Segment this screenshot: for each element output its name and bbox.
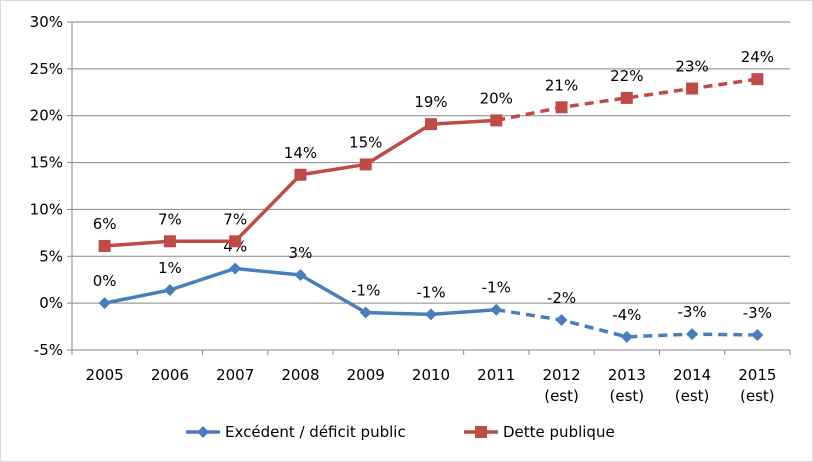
data-point-square	[294, 168, 307, 181]
data-point-diamond	[163, 284, 176, 297]
data-label: -3%	[677, 303, 706, 321]
data-label: -1%	[416, 283, 445, 301]
data-point-diamond	[686, 328, 699, 341]
data-point-square	[555, 101, 568, 114]
data-point-diamond	[555, 314, 568, 327]
y-tick-label: 15%	[30, 154, 63, 172]
y-tick-label: 10%	[30, 200, 63, 218]
x-tick-label: 2009	[347, 366, 385, 384]
data-label: 23%	[675, 58, 708, 76]
x-tick-label: 2005	[86, 366, 124, 384]
data-label: 19%	[414, 93, 447, 111]
x-tick-label: 2011	[477, 366, 515, 384]
x-tick-label: (est)	[544, 387, 579, 405]
data-point-diamond	[425, 308, 437, 321]
x-tick-label: (est)	[675, 387, 710, 405]
y-tick-label: 5%	[39, 247, 63, 265]
y-tick-label: -5%	[34, 341, 63, 359]
x-tick-label: 2015	[738, 366, 776, 384]
data-label: -1%	[351, 282, 380, 300]
data-point-square	[359, 158, 372, 171]
data-point-diamond	[620, 330, 633, 343]
x-tick-label: 2007	[216, 366, 254, 384]
data-point-square	[620, 91, 633, 104]
data-label: -2%	[547, 289, 576, 307]
x-tick-label: (est)	[609, 387, 644, 405]
x-tick-label: (est)	[740, 387, 775, 405]
data-point-square	[490, 114, 503, 127]
legend-marker-square	[475, 426, 487, 438]
data-point-square	[229, 235, 242, 248]
data-label: 6%	[93, 215, 117, 233]
y-tick-label: 30%	[30, 13, 63, 31]
x-tick-label: 2013	[608, 366, 646, 384]
x-tick-label: 2010	[412, 366, 450, 384]
y-tick-label: 20%	[30, 107, 63, 125]
data-label: 21%	[545, 76, 578, 94]
data-label: 15%	[349, 133, 382, 151]
legend-label: Dette publique	[503, 423, 615, 441]
x-tick-label: 2008	[281, 366, 319, 384]
x-tick-label: 2014	[673, 366, 711, 384]
data-point-diamond	[294, 269, 307, 282]
data-label: 14%	[284, 144, 317, 162]
legend-marker-diamond	[197, 426, 209, 438]
x-tick-label: 2012	[542, 366, 580, 384]
data-label: 20%	[480, 89, 513, 107]
data-label: 7%	[158, 210, 182, 228]
data-point-square	[425, 118, 437, 131]
data-point-square	[686, 82, 699, 95]
data-label: 3%	[289, 244, 313, 262]
data-label: -1%	[482, 279, 511, 297]
data-label: 1%	[158, 259, 182, 277]
y-tick-label: 0%	[39, 294, 63, 312]
data-point-square	[163, 235, 176, 248]
legend-label: Excédent / déficit public	[225, 423, 406, 441]
data-point-diamond	[359, 306, 372, 319]
data-label: -4%	[612, 306, 641, 324]
data-point-diamond	[229, 262, 242, 275]
data-point-diamond	[98, 297, 111, 310]
data-label: 24%	[741, 48, 774, 66]
data-label: -3%	[743, 304, 772, 322]
data-label: 22%	[610, 67, 643, 85]
data-point-square	[98, 239, 111, 252]
data-point-square	[751, 73, 764, 86]
data-point-diamond	[751, 329, 764, 342]
data-point-diamond	[490, 303, 503, 316]
data-label: 7%	[223, 210, 247, 228]
y-tick-label: 25%	[30, 60, 63, 78]
x-tick-label: 2006	[151, 366, 189, 384]
data-label: 0%	[93, 272, 117, 290]
